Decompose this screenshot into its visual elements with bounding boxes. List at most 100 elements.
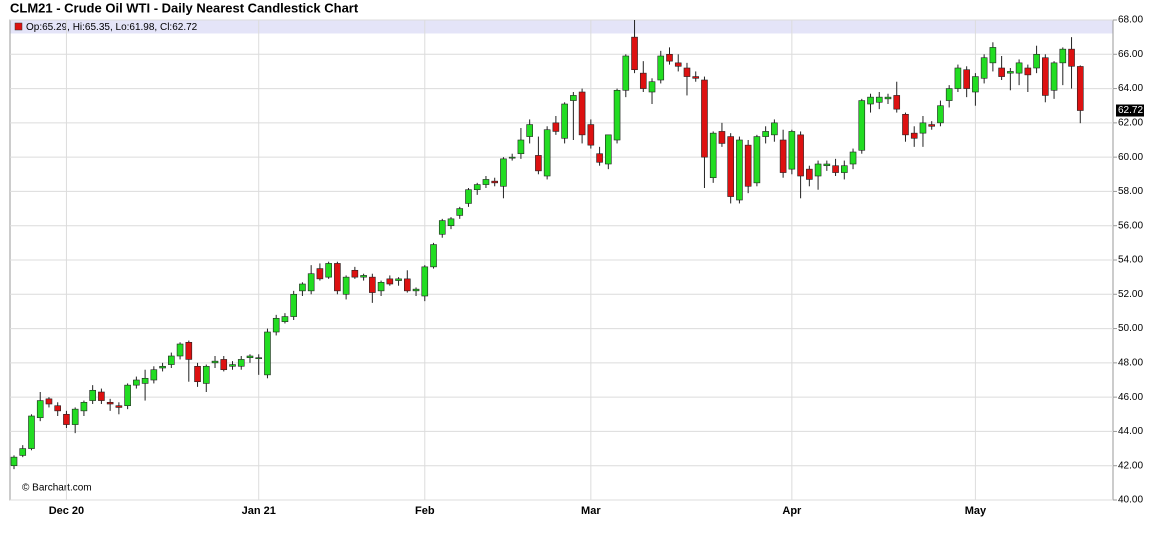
candle-body <box>910 132 918 139</box>
candle-body <box>919 122 927 134</box>
candle-body <box>438 220 446 235</box>
candle-body <box>342 276 350 295</box>
candle-body <box>779 139 787 173</box>
candle-body <box>666 53 673 62</box>
candle-body <box>80 401 88 412</box>
candle-body <box>106 401 114 405</box>
candle-body <box>115 405 123 408</box>
candle-body <box>543 129 551 177</box>
y-tick-label: 40.00 <box>1118 495 1143 506</box>
candle-body <box>867 96 874 105</box>
candle-body <box>264 331 271 376</box>
candle-body <box>596 153 603 163</box>
candle-body <box>386 278 394 285</box>
candle-body <box>360 275 367 278</box>
candle-body <box>1059 48 1067 64</box>
candle-body <box>412 288 420 292</box>
candle-body <box>508 156 516 159</box>
candle-body <box>89 389 96 401</box>
candle-body <box>403 278 411 292</box>
candle-body <box>674 62 682 67</box>
y-tick-label: 58.00 <box>1118 186 1143 197</box>
candle-body <box>989 47 997 64</box>
candle-body <box>701 79 708 158</box>
candle-body <box>657 55 665 81</box>
candle-body <box>334 263 341 292</box>
candle-body <box>744 144 752 187</box>
candle-body <box>928 124 936 127</box>
candle-body <box>840 165 848 173</box>
candle-body <box>10 456 18 467</box>
last-price-tag <box>1116 104 1144 117</box>
x-tick-label: Apr <box>782 505 802 517</box>
candle-body <box>605 134 612 165</box>
candle-body <box>587 124 595 146</box>
candle-body <box>945 88 953 101</box>
candle-body <box>823 163 831 167</box>
candle-body <box>858 100 866 151</box>
candle-body <box>185 341 193 360</box>
last-price-label: 62.72 <box>1118 105 1143 116</box>
candle-body <box>552 122 560 132</box>
y-tick-label: 68.00 <box>1118 15 1143 26</box>
candle-body <box>430 244 437 268</box>
candle-body <box>517 139 525 155</box>
candle-body <box>718 131 726 144</box>
candle-body <box>788 131 796 170</box>
candle-body <box>1007 71 1014 74</box>
y-tick-label: 42.00 <box>1118 460 1143 471</box>
candle-body <box>325 263 332 278</box>
candle-body <box>1068 48 1075 67</box>
candle-body <box>762 131 769 137</box>
legend-band <box>10 20 1113 34</box>
candle-body <box>491 180 499 184</box>
candle-body <box>832 165 839 173</box>
chart-title: CLM21 - Crude Oil WTI - Daily Nearest Ca… <box>10 0 359 15</box>
y-tick-label: 44.00 <box>1118 426 1143 437</box>
candle-body <box>771 122 778 136</box>
candle-body <box>28 415 35 449</box>
candle-body <box>36 400 44 419</box>
candle-body <box>456 208 464 216</box>
candle-body <box>168 355 175 365</box>
candle-body <box>159 365 166 369</box>
y-tick-label: 64.00 <box>1118 83 1143 94</box>
legend-text: Op:65.29, Hi:65.35, Lo:61.98, Cl:62.72 <box>26 22 198 33</box>
candle-body <box>98 391 105 401</box>
candle-body <box>45 398 53 405</box>
candle-body <box>980 57 988 79</box>
candle-body <box>54 405 62 412</box>
candle-body <box>307 273 315 292</box>
legend-swatch <box>14 22 23 31</box>
y-tick-label: 48.00 <box>1118 357 1143 368</box>
candle-body <box>683 67 691 77</box>
candle-body <box>229 364 236 367</box>
candle-body <box>299 283 306 292</box>
y-tick-label: 66.00 <box>1118 49 1143 60</box>
candle-body <box>316 268 324 280</box>
x-tick-label: Jan 21 <box>242 505 276 517</box>
candle-body <box>727 136 734 197</box>
candle-body <box>150 369 158 381</box>
candle-body <box>1015 62 1023 74</box>
candle-body <box>937 105 944 124</box>
y-tick-label: 60.00 <box>1118 152 1143 163</box>
candle-body <box>421 266 429 297</box>
candle-body <box>972 76 979 93</box>
candle-body <box>220 359 228 371</box>
candle-body <box>622 55 630 91</box>
candle-body <box>613 89 621 141</box>
candle-body <box>1076 66 1084 111</box>
candle-body <box>290 293 297 317</box>
y-tick-label: 56.00 <box>1118 220 1143 231</box>
candle-body <box>246 355 254 359</box>
candle-body <box>893 95 901 110</box>
candle-body <box>1050 62 1058 91</box>
candle-body <box>63 413 70 425</box>
y-tick-label: 50.00 <box>1118 323 1143 334</box>
candle-body <box>141 377 149 384</box>
candle-body <box>631 36 638 71</box>
candle-body <box>535 155 542 172</box>
